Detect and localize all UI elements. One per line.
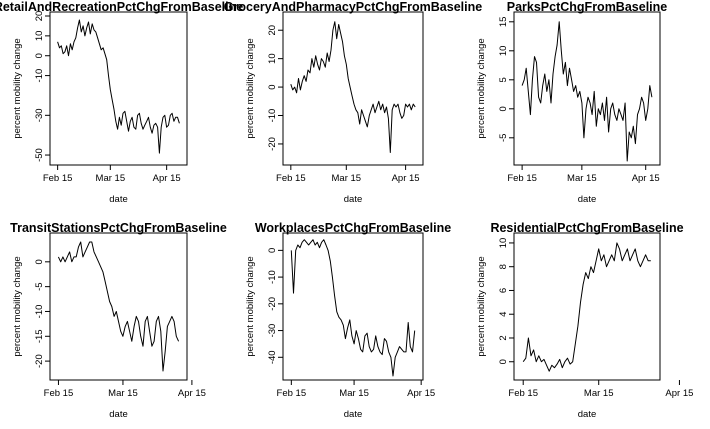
x-tick-label: Mar 15: [584, 388, 614, 399]
x-tick-label: Feb 15: [43, 173, 73, 184]
y-tick-label: 10: [267, 53, 278, 64]
y-axis-label: percent mobility change: [476, 38, 487, 138]
chart-title: TransitStationsPctChgFromBaseline: [10, 221, 227, 235]
y-tick-label: -15: [34, 329, 45, 343]
y-tick-label: -10: [34, 69, 45, 83]
x-tick-label: Mar 15: [332, 173, 362, 184]
y-tick-label: -20: [34, 354, 45, 368]
y-tick-label: 0: [498, 359, 509, 364]
x-tick-label: Mar 15: [108, 388, 138, 399]
series-line: [290, 21, 416, 153]
y-tick-label: 0: [267, 84, 278, 89]
chart-panel-3: ParksPctChgFromBaseline -5 0 5 10 15 Feb 15 Mar…: [476, 0, 667, 205]
y-tick-label: -10: [34, 305, 45, 319]
y-tick-label: 10: [498, 46, 509, 57]
y-tick-label: -40: [267, 350, 278, 364]
y-tick-label: 8: [498, 264, 509, 269]
y-axis-label: percent mobility change: [245, 256, 256, 356]
series-line: [57, 19, 180, 154]
x-tick-label: Mar 15: [339, 388, 369, 399]
chart-panel-4: TransitStationsPctChgFromBaseline -20 -15 -…: [10, 221, 227, 420]
series-line: [521, 21, 653, 162]
x-tick-label: Apr 15: [178, 388, 206, 399]
y-tick-label: 2: [498, 335, 509, 340]
y-tick-label: 10: [34, 31, 45, 42]
chart-panel-1: RetailAndRecreationPctChgFromBaseline -50…: [0, 0, 243, 205]
chart-panel-6: ResidentialPctChgFromBaseline 0 2 4 6 8 10 Feb …: [476, 221, 693, 420]
y-axis-label: percent mobility change: [12, 256, 23, 356]
y-tick-label: 20: [34, 11, 45, 22]
x-tick-label: Mar 15: [96, 173, 126, 184]
x-tick-label: Feb 15: [276, 173, 306, 184]
x-tick-label: Feb 15: [277, 388, 307, 399]
chart-title: ResidentialPctChgFromBaseline: [490, 221, 683, 235]
x-tick-label: Feb 15: [508, 388, 538, 399]
y-tick-label: -10: [267, 109, 278, 123]
chart-title: RetailAndRecreationPctChgFromBaseline: [0, 0, 243, 14]
plot-frame: [49, 232, 188, 381]
y-tick-label: -5: [498, 134, 509, 142]
chart-title: ParksPctChgFromBaseline: [507, 0, 668, 14]
y-tick-label: -10: [267, 270, 278, 284]
y-tick-label: 0: [498, 106, 509, 111]
chart-panel-2: GroceryAndPharmacyPctChgFromBaseline -20 -…: [224, 0, 482, 205]
y-tick-label: -30: [34, 108, 45, 122]
plot-frame: [513, 11, 661, 166]
x-tick-label: Apr 15: [665, 388, 693, 399]
x-tick-label: Apr 15: [392, 173, 420, 184]
y-tick-label: 0: [34, 53, 45, 58]
y-tick-label: 0: [34, 259, 45, 264]
chart-title: WorkplacesPctChgFromBaseline: [255, 221, 451, 235]
y-tick-label: -20: [267, 137, 278, 151]
x-axis-label: date: [344, 194, 363, 205]
y-tick-label: 6: [498, 288, 509, 293]
plot-frame: [282, 232, 424, 381]
x-tick-label: Apr 15: [407, 388, 435, 399]
series-line: [522, 242, 651, 372]
y-tick-label: 4: [498, 312, 509, 317]
x-axis-label: date: [109, 409, 128, 420]
x-axis-label: date: [578, 194, 597, 205]
series-line: [57, 241, 180, 372]
chart-panel-5: WorkplacesPctChgFromBaseline -40 -30 -20 -10…: [245, 221, 451, 420]
plot-frame: [513, 232, 661, 381]
y-tick-label: 10: [498, 238, 509, 249]
x-tick-label: Apr 15: [153, 173, 181, 184]
y-tick-label: 0: [267, 248, 278, 253]
series-line: [290, 239, 416, 377]
y-tick-label: 20: [267, 25, 278, 36]
x-tick-label: Feb 15: [507, 173, 537, 184]
y-axis-label: percent mobility change: [12, 38, 23, 138]
x-axis-label: date: [344, 409, 363, 420]
plot-frame: [49, 11, 188, 166]
x-tick-label: Apr 15: [632, 173, 660, 184]
plot-frame: [282, 11, 424, 166]
y-tick-label: -5: [34, 282, 45, 290]
x-axis-label: date: [578, 409, 597, 420]
y-tick-label: -30: [267, 324, 278, 338]
x-tick-label: Feb 15: [44, 388, 74, 399]
y-axis-label: percent mobility change: [476, 256, 487, 356]
x-tick-label: Mar 15: [567, 173, 597, 184]
x-axis-label: date: [109, 194, 128, 205]
chart-title: GroceryAndPharmacyPctChgFromBaseline: [224, 0, 482, 14]
y-tick-label: -50: [34, 148, 45, 162]
y-tick-label: -20: [267, 297, 278, 311]
y-tick-label: 15: [498, 17, 509, 28]
y-tick-label: 5: [498, 77, 509, 82]
y-axis-label: percent mobility change: [245, 38, 256, 138]
